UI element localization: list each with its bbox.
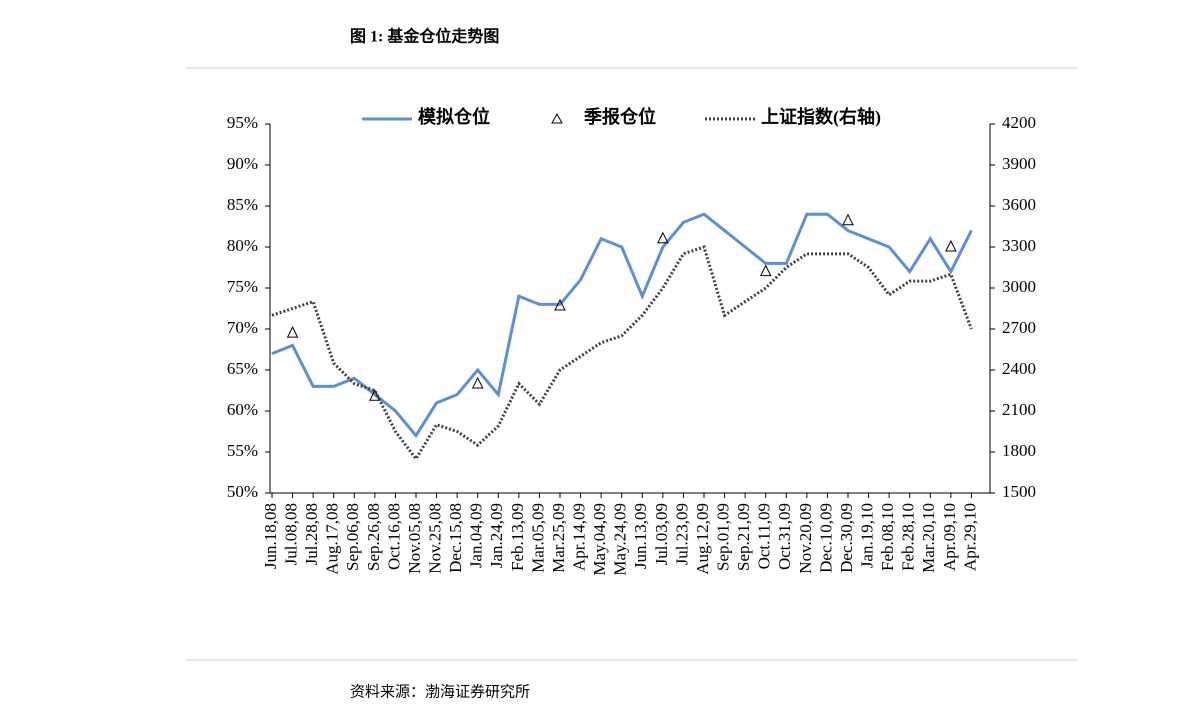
legend-swatch [551, 112, 563, 124]
x-tick-label: May.04,09 [590, 503, 609, 576]
y2-tick-label: 2400 [1002, 359, 1036, 378]
x-tick-label: Nov.05,08 [405, 503, 424, 574]
x-tick-label: Jul.28,08 [302, 503, 321, 565]
x-tick-label: Sep.06,08 [343, 503, 362, 571]
legend-label: 季报仓位 [584, 106, 656, 127]
y-tick-label: 70% [227, 318, 258, 337]
x-tick-label: Mar.25,09 [549, 503, 568, 573]
y-tick-label: 80% [227, 236, 258, 255]
x-tick-label: Feb.28,10 [899, 503, 918, 571]
y-tick-label: 90% [227, 154, 258, 173]
x-tick-label: Sep.26,08 [364, 503, 383, 571]
x-tick-label: Jun.13,09 [631, 503, 650, 569]
x-tick-label: Apr.09,10 [940, 503, 959, 571]
y2-tick-label: 1500 [1002, 482, 1036, 501]
x-tick-label: Sep.01,09 [713, 503, 732, 571]
y2-tick-label: 2700 [1002, 318, 1036, 337]
x-tick-label: Jan.19,10 [857, 503, 876, 568]
x-tick-label: Oct.31,09 [775, 503, 794, 570]
y2-tick-label: 3300 [1002, 236, 1036, 255]
index-line [271, 245, 973, 462]
x-tick-label: Jul.23,09 [672, 503, 691, 565]
position-line [271, 212, 973, 439]
x-tick-label: May.24,09 [611, 503, 630, 576]
x-tick-label: Apr.14,09 [569, 503, 588, 571]
y2-tick-label: 4200 [1002, 113, 1036, 132]
title: 图 1: 基金仓位走势图 [350, 27, 499, 46]
x-tick-label: Dec.30,09 [837, 503, 856, 573]
y-tick-label: 55% [227, 441, 258, 460]
y-tick-label: 60% [227, 400, 258, 419]
x-tick-label: Mar.05,09 [528, 503, 547, 573]
triangle-marker [945, 239, 957, 252]
legend-label: 模拟仓位 [418, 106, 490, 127]
x-tick-label: Oct.11,09 [755, 503, 774, 569]
x-tick-label: Aug.17,08 [323, 503, 342, 575]
x-tick-label: Jan.24,09 [487, 503, 506, 568]
y2-tick-label: 3000 [1002, 277, 1036, 296]
triangle-marker [842, 213, 854, 226]
x-tick-label: Aug.12,09 [693, 503, 712, 575]
y-tick-label: 65% [227, 359, 258, 378]
x-tick-label: Nov.20,09 [796, 503, 815, 574]
x-tick-label: Apr.29,10 [960, 503, 979, 571]
y2-tick-label: 1800 [1002, 441, 1036, 460]
triangle-marker [759, 264, 772, 277]
triangle-marker [554, 298, 566, 311]
source: 资料来源：渤海证券研究所 [350, 683, 530, 700]
x-tick-label: Jan.04,09 [467, 503, 486, 568]
x-tick-label: Nov.25,08 [425, 503, 444, 574]
y-tick-label: 75% [227, 277, 258, 296]
y2-tick-label: 3900 [1002, 154, 1036, 173]
triangle-marker [286, 325, 299, 338]
triangle-marker [657, 231, 669, 244]
x-tick-label: Oct.16,08 [384, 503, 403, 570]
triangle-marker [471, 376, 484, 389]
x-tick-label: Feb.08,10 [878, 503, 897, 571]
x-tick-label: Dec.10,09 [816, 503, 835, 573]
y-tick-label: 50% [227, 482, 258, 501]
legend-label: 上证指数(右轴) [761, 106, 881, 128]
y2-tick-label: 2100 [1002, 400, 1036, 419]
x-tick-label: Jun.18,08 [261, 503, 280, 569]
y-tick-label: 85% [227, 195, 258, 214]
x-tick-label: Mar.20,10 [919, 503, 938, 573]
x-tick-label: Jul.08,08 [281, 503, 300, 565]
x-tick-label: Sep.21,09 [734, 503, 753, 571]
x-tick-label: Dec.15,08 [446, 503, 465, 573]
y-tick-label: 95% [227, 113, 258, 132]
x-tick-label: Jul.03,09 [652, 503, 671, 565]
x-tick-label: Feb.13,09 [508, 503, 527, 571]
y2-tick-label: 3600 [1002, 195, 1036, 214]
